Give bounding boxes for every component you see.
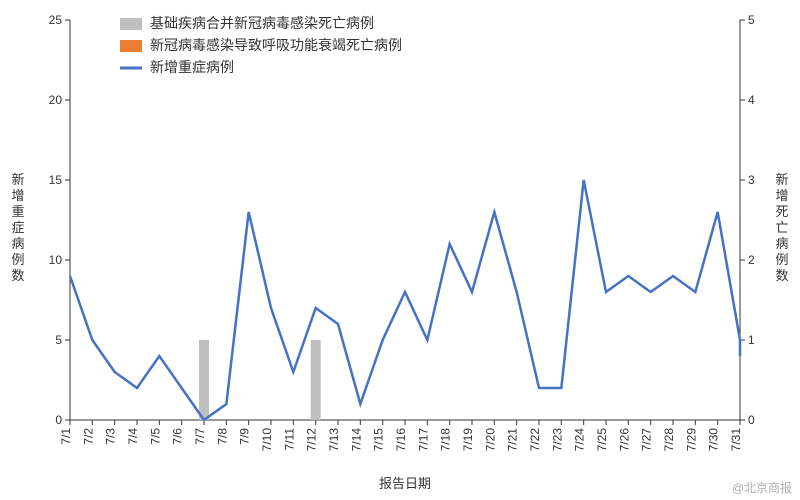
x-tick-label: 7/16 — [394, 428, 408, 452]
left-tick-label: 20 — [49, 93, 63, 107]
right-tick-label: 5 — [748, 13, 755, 27]
left-tick-label: 5 — [55, 333, 62, 347]
chart-svg: 0 5 10 15 20 25 0 1 2 3 4 5 7/1 7/2 7/3 7/4 7/5 7/6 7/7 7/8… — [0, 0, 800, 500]
x-tick-label: 7/19 — [461, 428, 475, 452]
right-tick-label: 4 — [748, 93, 755, 107]
x-tick-label: 7/2 — [81, 428, 95, 445]
left-tick-label: 10 — [49, 253, 63, 267]
right-tick-label: 1 — [748, 333, 755, 347]
x-axis-label: 报告日期 — [379, 476, 431, 491]
right-axis-label: 数 — [775, 268, 788, 283]
line-series — [70, 180, 740, 420]
legend-swatch — [120, 40, 142, 52]
x-tick-label: 7/26 — [617, 428, 631, 452]
x-tick-label: 7/30 — [707, 428, 721, 452]
left-axis-label: 重 — [11, 204, 24, 219]
watermark: @北京商报 — [732, 479, 792, 496]
x-tick-label: 7/4 — [126, 428, 140, 445]
right-axis-label: 病 — [775, 236, 788, 251]
x-tick-label: 7/27 — [640, 428, 654, 452]
x-tick-label: 7/25 — [595, 428, 609, 452]
x-tick-label: 7/31 — [729, 428, 743, 452]
right-axis-label: 新 — [775, 172, 788, 187]
right-tick-label: 0 — [748, 413, 755, 427]
bar-grey — [199, 340, 209, 420]
x-tick-label: 7/21 — [506, 428, 520, 452]
x-tick-label: 7/9 — [238, 428, 252, 445]
x-tick-label: 7/12 — [305, 428, 319, 452]
x-tick-label: 7/10 — [260, 428, 274, 452]
x-tick-label: 7/28 — [662, 428, 676, 452]
left-axis-label: 增 — [11, 188, 24, 203]
x-tick-label: 7/24 — [573, 428, 587, 452]
left-axis-label: 新 — [11, 172, 24, 187]
legend-label: 新增重症病例 — [150, 59, 234, 75]
right-axis-label: 例 — [775, 252, 788, 267]
right-axis-label: 亡 — [775, 220, 788, 235]
x-tick-label: 7/14 — [349, 428, 363, 452]
x-tick-label: 7/20 — [483, 428, 497, 452]
x-tick-label: 7/8 — [215, 428, 229, 445]
left-axis-label: 例 — [11, 252, 24, 267]
x-tick-label: 7/17 — [416, 428, 430, 452]
x-tick-label: 7/1 — [59, 428, 73, 445]
legend-swatch — [120, 18, 142, 30]
left-axis-label: 症 — [11, 220, 24, 235]
right-tick-label: 3 — [748, 173, 755, 187]
right-axis-label: 死 — [775, 204, 788, 219]
x-tick-label: 7/22 — [528, 428, 542, 452]
left-tick-label: 25 — [49, 13, 63, 27]
x-tick-label: 7/5 — [148, 428, 162, 445]
left-axis-label: 病 — [11, 236, 24, 251]
x-tick-label: 7/7 — [193, 428, 207, 445]
x-tick-label: 7/29 — [684, 428, 698, 452]
chart-container: 0 5 10 15 20 25 0 1 2 3 4 5 7/1 7/2 7/3 7/4 7/5 7/6 7/7 7/8… — [0, 0, 800, 500]
left-tick-label: 15 — [49, 173, 63, 187]
bar-grey — [311, 340, 321, 420]
x-tick-label: 7/11 — [282, 428, 296, 451]
right-tick-label: 2 — [748, 253, 755, 267]
left-axis-label: 数 — [11, 268, 24, 283]
x-tick-label: 7/15 — [372, 428, 386, 452]
legend-label: 新冠病毒感染导致呼吸功能衰竭死亡病例 — [150, 37, 402, 53]
legend-label: 基础疾病合并新冠病毒感染死亡病例 — [150, 15, 374, 31]
right-axis-label: 增 — [775, 188, 788, 203]
x-tick-label: 7/18 — [439, 428, 453, 452]
left-tick-label: 0 — [55, 413, 62, 427]
x-tick-label: 7/3 — [104, 428, 118, 445]
x-tick-label: 7/13 — [327, 428, 341, 452]
x-tick-label: 7/6 — [171, 428, 185, 445]
x-tick-label: 7/23 — [550, 428, 564, 452]
